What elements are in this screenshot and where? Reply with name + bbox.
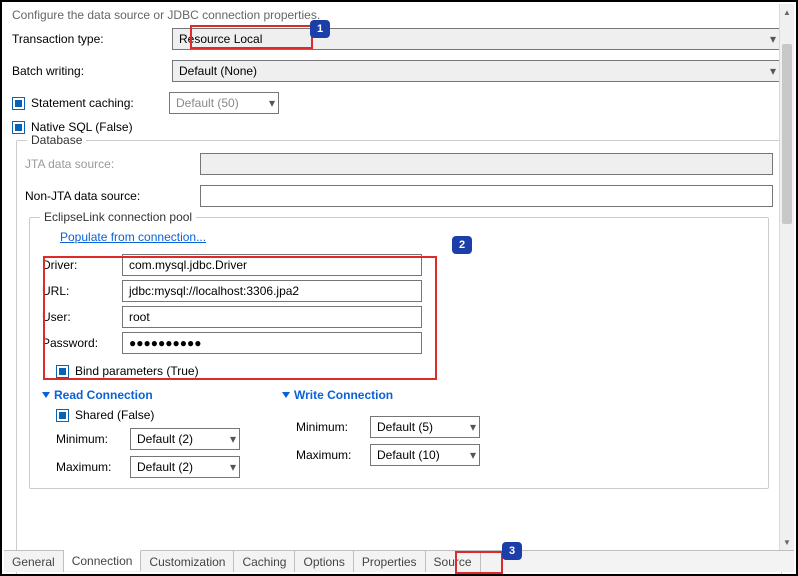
native-sql-label: Native SQL (False) xyxy=(31,120,133,134)
chevron-down-icon: ▾ xyxy=(230,432,236,446)
read-min-label: Minimum: xyxy=(56,432,130,446)
write-min-label: Minimum: xyxy=(296,420,370,434)
jta-input xyxy=(200,153,773,175)
bottom-tabs: GeneralConnectionCustomizationCachingOpt… xyxy=(4,550,794,572)
tab-options[interactable]: Options xyxy=(295,551,353,572)
shared-checkbox[interactable] xyxy=(56,409,69,422)
transaction-type-label: Transaction type: xyxy=(12,32,172,46)
read-min-select[interactable]: Default (2)▾ xyxy=(130,428,240,450)
chevron-down-icon xyxy=(282,392,290,398)
callout-3: 3 xyxy=(502,542,522,560)
url-label: URL: xyxy=(42,284,122,298)
chevron-down-icon: ▾ xyxy=(269,96,275,110)
read-connection-head[interactable]: Read Connection xyxy=(42,388,282,402)
write-max-label: Maximum: xyxy=(296,448,370,462)
driver-label: Driver: xyxy=(42,258,122,272)
chevron-down-icon: ▾ xyxy=(470,448,476,462)
database-legend: Database xyxy=(27,133,86,147)
callout-1: 1 xyxy=(310,20,330,38)
database-fieldset: Database JTA data source: Non-JTA data s… xyxy=(16,140,782,576)
nonjta-input[interactable] xyxy=(200,185,773,207)
tab-caching[interactable]: Caching xyxy=(234,551,295,572)
write-min-select[interactable]: Default (5)▾ xyxy=(370,416,480,438)
bind-params-label: Bind parameters (True) xyxy=(75,364,199,378)
statement-caching-checkbox[interactable] xyxy=(12,97,25,110)
driver-input[interactable]: com.mysql.jdbc.Driver xyxy=(122,254,422,276)
nonjta-label: Non-JTA data source: xyxy=(25,189,200,203)
pool-legend: EclipseLink connection pool xyxy=(40,210,196,224)
chevron-down-icon: ▾ xyxy=(470,420,476,434)
read-max-select[interactable]: Default (2)▾ xyxy=(130,456,240,478)
tab-general[interactable]: General xyxy=(4,551,64,572)
shared-label: Shared (False) xyxy=(75,408,154,422)
pool-fieldset: EclipseLink connection pool Populate fro… xyxy=(29,217,769,489)
write-max-select[interactable]: Default (10)▾ xyxy=(370,444,480,466)
bind-params-checkbox[interactable] xyxy=(56,365,69,378)
batch-writing-label: Batch writing: xyxy=(12,64,172,78)
user-input[interactable]: root xyxy=(122,306,422,328)
callout-2: 2 xyxy=(452,236,472,254)
statement-caching-select[interactable]: Default (50) ▾ xyxy=(169,92,279,114)
statement-caching-label: Statement caching: xyxy=(31,96,169,110)
user-label: User: xyxy=(42,310,122,324)
vertical-scrollbar[interactable]: ▲ ▼ xyxy=(779,4,794,550)
chevron-down-icon xyxy=(42,392,50,398)
tab-source[interactable]: Source xyxy=(426,551,481,572)
batch-writing-select[interactable]: Default (None) ▾ xyxy=(172,60,786,82)
description-text: Configure the data source or JDBC connec… xyxy=(12,8,786,22)
native-sql-checkbox[interactable] xyxy=(12,121,25,134)
tab-customization[interactable]: Customization xyxy=(141,551,234,572)
jta-label: JTA data source: xyxy=(25,157,200,171)
scroll-down-icon[interactable]: ▼ xyxy=(780,534,794,550)
config-panel: Configure the data source or JDBC connec… xyxy=(0,0,798,576)
write-connection-head[interactable]: Write Connection xyxy=(282,388,522,402)
scroll-thumb[interactable] xyxy=(782,44,792,224)
tab-properties[interactable]: Properties xyxy=(354,551,426,572)
password-label: Password: xyxy=(42,336,122,350)
populate-link[interactable]: Populate from connection... xyxy=(60,230,206,244)
chevron-down-icon: ▾ xyxy=(230,460,236,474)
password-input[interactable]: ●●●●●●●●●● xyxy=(122,332,422,354)
scroll-up-icon[interactable]: ▲ xyxy=(780,4,794,20)
url-input[interactable]: jdbc:mysql://localhost:3306.jpa2 xyxy=(122,280,422,302)
tab-connection[interactable]: Connection xyxy=(64,550,142,571)
transaction-type-select[interactable]: Resource Local ▾ xyxy=(172,28,786,50)
read-max-label: Maximum: xyxy=(56,460,130,474)
